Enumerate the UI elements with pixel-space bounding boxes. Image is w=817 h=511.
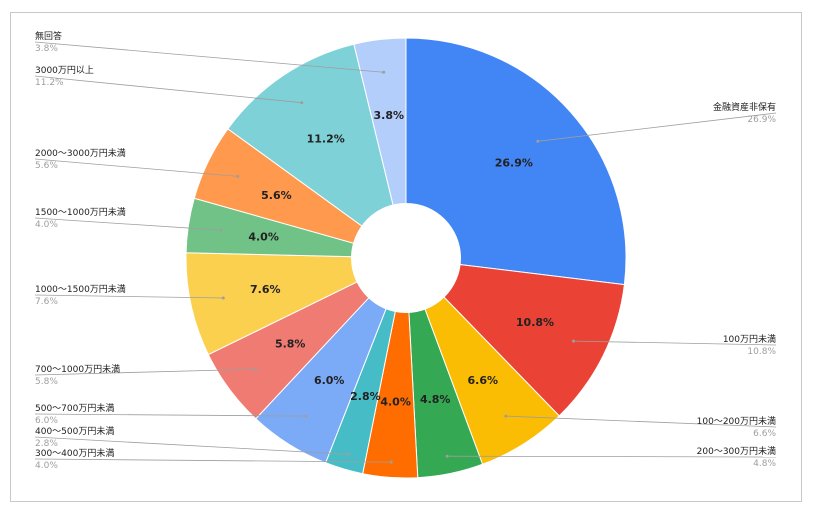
callout-dot [254, 367, 258, 371]
legend-entry-name: 金融資産非保有 [713, 101, 776, 113]
pie-slice[interactable] [227, 43, 407, 260]
callout-dot [536, 139, 540, 143]
callout-line [505, 415, 777, 428]
callout-dot [346, 452, 350, 456]
legend-entry-name: 100万円未満 [723, 333, 776, 345]
legend-entry-name: 400～500万円未満 [35, 425, 114, 437]
slice-labels-group: 26.9%10.8%6.6%4.8%4.0%2.8%6.0%5.8%7.6%4.… [248, 109, 554, 409]
legend-entry-percent: 5.8% [35, 377, 58, 387]
callouts-group: 金融資産非保有 26.9% 100万円未満 10.8% 100～200万円未満 6.6% 2… [34, 30, 777, 471]
legend-entry-name: 100～200万円未満 [697, 415, 776, 427]
callout-line [34, 217, 222, 231]
legend-entry-percent: 10.8% [747, 347, 776, 357]
legend-entry-percent: 3.8% [35, 44, 58, 54]
callout-dot [445, 454, 449, 458]
legend-entry-percent: 4.0% [35, 461, 58, 471]
legend-entry-name: 200～300万円未満 [697, 445, 776, 457]
legend-entry-percent: 4.8% [753, 459, 776, 469]
slice-value-label: 10.8% [516, 316, 554, 329]
callout-dot [572, 339, 575, 343]
callout-dot [382, 70, 386, 74]
legend-entry-percent: 2.8% [35, 439, 58, 449]
pie-slice[interactable] [353, 37, 407, 259]
callout-line [34, 158, 238, 177]
callout-line [34, 458, 392, 463]
legend-entry-name: 1500～1000万円未満 [35, 206, 126, 218]
callout-dot [389, 460, 393, 464]
callout-line [34, 436, 349, 455]
pie-slice[interactable] [405, 37, 627, 286]
callout-line [537, 112, 777, 142]
legend-entry-percent: 7.6% [35, 297, 58, 307]
slice-value-label: 11.2% [307, 132, 345, 145]
callout-line [573, 340, 777, 346]
legend-entry-percent: 4.0% [35, 220, 58, 230]
legend-entry-name: 300～400万円未満 [35, 447, 114, 459]
callout-dot [300, 101, 304, 105]
slice-value-label: 5.8% [275, 338, 306, 351]
callout-line [34, 368, 256, 376]
slice-value-label: 3.8% [374, 109, 405, 122]
slice-value-label: 2.8% [350, 390, 381, 403]
legend-entry-name: 700～1000万円未満 [35, 363, 120, 375]
legend-entry-percent: 6.6% [753, 429, 776, 439]
slice-value-label: 5.6% [261, 189, 292, 202]
callout-line [34, 41, 384, 73]
slice-value-label: 4.8% [420, 393, 451, 406]
callout-line [34, 413, 307, 417]
legend-entry-name: 2000～3000万円未満 [35, 147, 126, 159]
pie-slice[interactable] [185, 252, 407, 356]
legend-entry-name: 1000～1500万円未満 [35, 283, 126, 295]
callout-dot [504, 414, 508, 418]
donut-hole [351, 203, 461, 313]
callout-dot [304, 414, 308, 418]
callout-dot [219, 228, 223, 232]
legend-entry-name: 500～700万円未満 [35, 402, 114, 414]
slice-value-label: 7.6% [250, 283, 281, 296]
legend-entry-percent: 5.6% [35, 161, 58, 171]
callout-line [447, 455, 777, 458]
slice-value-label: 4.0% [248, 231, 279, 244]
slices-group [185, 37, 627, 479]
callout-line [34, 75, 302, 104]
callout-dot [221, 296, 225, 300]
slice-value-label: 6.0% [314, 374, 345, 387]
callout-dot [236, 174, 240, 178]
pie-slice[interactable] [404, 257, 625, 417]
legend-entry-name: 無回答 [35, 30, 62, 42]
legend-entry-percent: 11.2% [35, 78, 64, 88]
slice-value-label: 26.9% [495, 157, 533, 170]
slice-value-label: 6.6% [468, 374, 499, 387]
legend-entry-name: 3000万円以上 [35, 65, 94, 76]
legend-entry-percent: 6.0% [35, 416, 58, 426]
slice-value-label: 4.0% [380, 396, 411, 409]
callout-line [34, 294, 224, 299]
legend-entry-percent: 26.9% [747, 115, 776, 125]
